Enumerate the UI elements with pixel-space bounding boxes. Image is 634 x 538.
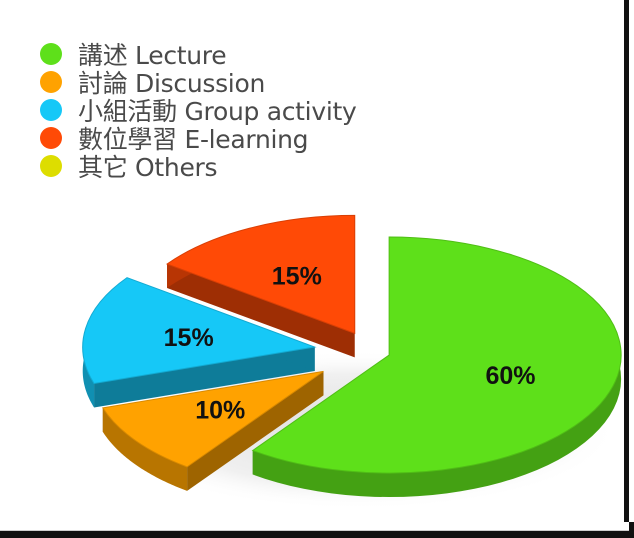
pie-label-group-activity: 15% xyxy=(164,324,214,352)
pie-slice-rim xyxy=(102,407,188,491)
pie-slice-cut-face xyxy=(94,347,315,408)
legend-swatch-lecture xyxy=(40,43,62,65)
legend-item-discussion: 討論 Discussion xyxy=(40,68,356,98)
pie-slice-cut-face xyxy=(187,371,324,491)
pie-slices xyxy=(82,214,622,474)
pie-value-labels: 15% 15% 60% 10% xyxy=(164,263,536,425)
pie-slice-group-activity xyxy=(82,277,317,385)
legend-label-lecture: 講述 Lecture xyxy=(78,41,227,70)
pie-slice-discussion xyxy=(101,370,324,468)
pie-label-discussion: 10% xyxy=(195,397,245,425)
pie-slice-cut-face xyxy=(167,264,355,358)
legend-swatch-e-learning xyxy=(40,127,62,149)
legend-label-discussion: 討論 Discussion xyxy=(78,69,265,98)
legend-item-group-activity: 小組活動 Group activity xyxy=(40,96,357,126)
legend-swatch-discussion xyxy=(40,71,62,93)
pie-slice-lecture xyxy=(251,236,622,474)
legend-label-e-learning: 數位學習 E-learning xyxy=(78,125,309,154)
frame-bottom-edge xyxy=(0,522,629,531)
legend-item-others: 其它 Others xyxy=(40,152,356,182)
legend-label-group-activity: 小組活動 Group activity xyxy=(78,97,357,126)
chart-legend: 講述 Lecture 討論 Discussion 小組活動 Group acti… xyxy=(40,40,357,182)
legend-swatch-others xyxy=(40,155,62,177)
legend-item-lecture: 講述 Lecture xyxy=(40,40,356,70)
pie-slice-e-learning xyxy=(165,214,356,335)
pie-label-lecture: 60% xyxy=(485,362,535,390)
pie-slice-rim xyxy=(252,237,622,498)
legend-swatch-group-activity xyxy=(40,99,62,121)
legend-label-others: 其它 Others xyxy=(78,153,218,182)
pie-label-e-learning: 15% xyxy=(272,263,322,291)
legend-item-e-learning: 數位學習 E-learning xyxy=(40,124,356,154)
